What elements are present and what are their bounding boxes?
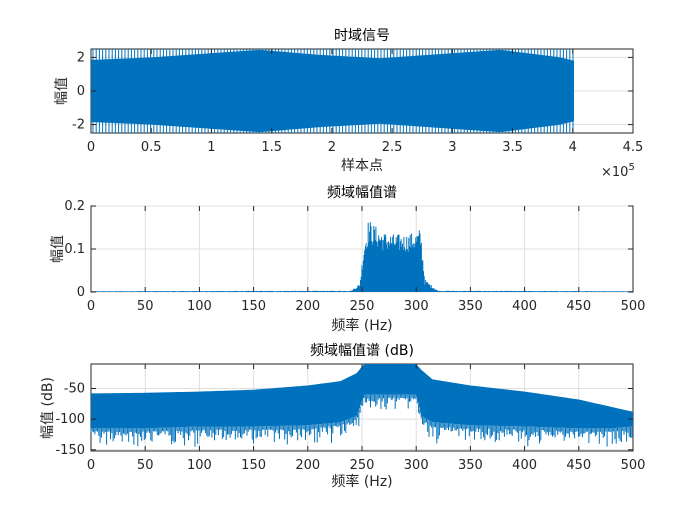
x-tick-label: 50	[137, 299, 154, 314]
x-tick-label: 400	[512, 299, 537, 314]
x-tick-label: 3	[448, 140, 456, 155]
y-tick-label: -100	[55, 412, 85, 427]
x-tick-label: 150	[241, 299, 266, 314]
y-tick-label: -2	[72, 118, 85, 133]
y-tick-label: -150	[55, 443, 85, 458]
time-domain-axes: 0 0.5 1 1.5 2 2.5 3 3.5 4 4.5-202 时域信号 样本点 幅值 ×10…	[54, 28, 643, 180]
x-tick-label: 250	[350, 299, 375, 314]
y-tick-label: 0.2	[64, 199, 85, 214]
frequency-db-axes: 0 50 100 150 200 250 300 350 400 450 500 -150 -100 -5…	[40, 343, 645, 490]
x-tick-label: 2.5	[382, 140, 403, 155]
x-tick-label: 4.5	[623, 140, 644, 155]
x-tick-label: 4	[569, 140, 577, 155]
x-tick-label: 3.5	[502, 140, 523, 155]
x-exponent-label: ×105	[601, 162, 635, 180]
spectrum-db-fill	[91, 364, 633, 429]
x-tick-label: 0	[87, 299, 95, 314]
x-tick-label: 400	[512, 458, 537, 473]
spectrum-db-line	[90, 394, 633, 447]
x-tick-label: 100	[187, 299, 212, 314]
x-tick-label: 300	[404, 299, 429, 314]
x-tick-label: 2	[328, 140, 336, 155]
x-tick-label: 250	[350, 458, 375, 473]
x-tick-label: 500	[621, 299, 646, 314]
y-tick-label: 0.1	[64, 242, 85, 257]
y-axis-label: 幅值	[54, 77, 70, 105]
x-tick-label: 350	[458, 458, 483, 473]
x-tick-label: 0	[87, 140, 95, 155]
y-tick-label: 2	[77, 50, 85, 65]
chart-title: 时域信号	[334, 28, 390, 44]
ticks: 0 50 100 150 200 250 300 350 400 450 500 0 0.1 0.2	[64, 199, 645, 314]
y-tick-label: 0	[77, 84, 85, 99]
ticks: 0 50 100 150 200 250 300 350 400 450 500 -150 -100 -5…	[55, 364, 645, 473]
x-tick-label: 150	[241, 458, 266, 473]
x-tick-label: 450	[566, 458, 591, 473]
x-tick-label: 300	[404, 458, 429, 473]
x-tick-label: 1	[207, 140, 215, 155]
x-tick-label: 500	[621, 458, 646, 473]
chart-title: 频域幅值谱 (dB)	[310, 343, 414, 359]
y-axis-label: 幅值	[50, 235, 66, 263]
x-tick-label: 1.5	[261, 140, 282, 155]
y-tick-label: 0	[77, 285, 85, 300]
x-tick-label: 0.5	[141, 140, 162, 155]
ticks: 0 0.5 1 1.5 2 2.5 3 3.5 4 4.5-202	[72, 49, 643, 155]
signal-series	[91, 49, 574, 133]
x-tick-label: 450	[566, 299, 591, 314]
x-axis-label: 频率 (Hz)	[331, 473, 392, 490]
x-tick-label: 350	[458, 299, 483, 314]
y-tick-label: -50	[64, 382, 85, 397]
frequency-amplitude-axes: 0 50 100 150 200 250 300 350 400 450 500 0 0.1 0.2 频域…	[50, 185, 645, 334]
x-axis-label: 样本点	[341, 158, 383, 174]
x-axis-label: 频率 (Hz)	[331, 317, 392, 334]
x-tick-label: 200	[295, 299, 320, 314]
x-tick-label: 0	[87, 458, 95, 473]
x-tick-label: 50	[137, 458, 154, 473]
x-tick-label: 100	[187, 458, 212, 473]
chart-title: 频域幅值谱	[327, 185, 397, 201]
x-tick-label: 200	[295, 458, 320, 473]
x-exponent-power: 5	[628, 162, 634, 173]
y-axis-label: 幅值 (dB)	[40, 377, 56, 439]
spectrum-db-series	[90, 364, 633, 447]
